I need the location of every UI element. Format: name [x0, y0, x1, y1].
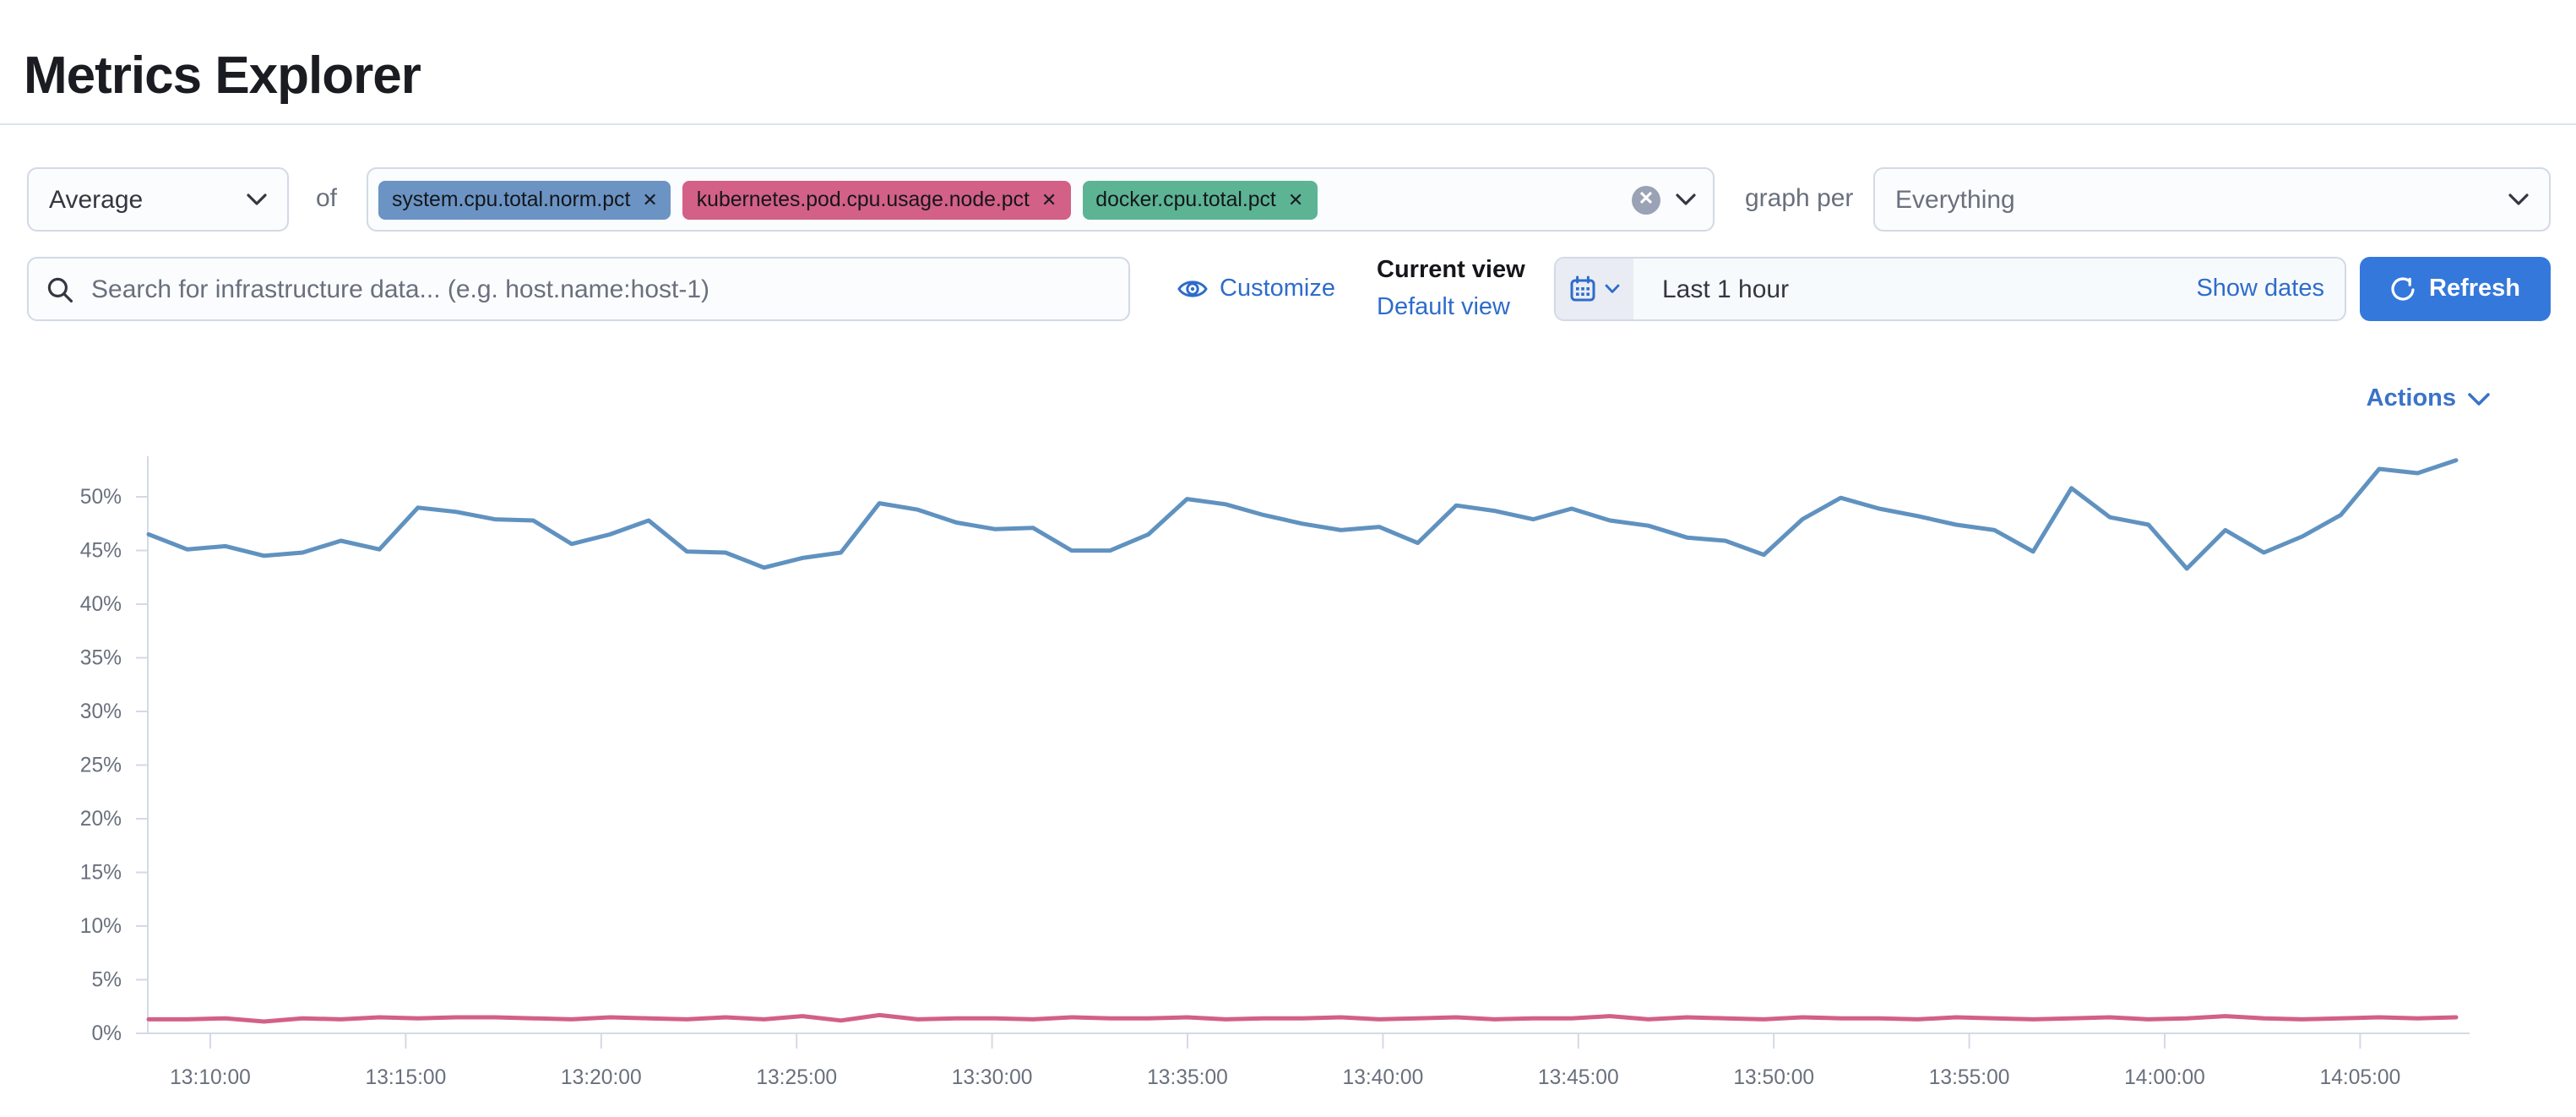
search-icon [47, 276, 73, 302]
view-picker: Current view Default view [1377, 252, 1537, 326]
refresh-label: Refresh [2429, 275, 2520, 302]
search-bar[interactable] [27, 257, 1130, 321]
clear-metrics-icon[interactable]: ✕ [1632, 185, 1660, 214]
chevron-down-icon[interactable] [1676, 193, 1696, 206]
x-axis-tick-label: 13:20:00 [561, 1066, 642, 1089]
x-axis-tick-label: 13:25:00 [756, 1066, 837, 1089]
metrics-combobox[interactable]: system.cpu.total.norm.pct ✕ kubernetes.pod… [367, 167, 1715, 232]
aggregation-value: Average [49, 185, 144, 214]
chevron-down-icon [1605, 284, 1620, 293]
actions-menu-button[interactable]: Actions [2367, 385, 2490, 412]
graph-per-value: Everything [1895, 185, 2015, 214]
y-axis-tick-label: 0% [91, 1022, 122, 1045]
graph-per-label: graph per [1745, 184, 1854, 213]
remove-metric-icon[interactable]: ✕ [642, 190, 658, 210]
aggregation-select[interactable]: Average [27, 167, 289, 232]
y-axis-tick-label: 20% [80, 808, 122, 831]
actions-label: Actions [2366, 385, 2456, 412]
chart-series-pink-line [146, 1012, 2459, 1024]
chart-series-blue-line [146, 458, 2459, 571]
x-axis-tick-label: 13:15:00 [366, 1066, 447, 1089]
page-title: Metrics Explorer [24, 45, 421, 105]
customize-button[interactable]: Customize [1177, 257, 1335, 321]
chevron-down-icon [2508, 193, 2529, 205]
refresh-icon [2391, 276, 2415, 300]
metric-pill[interactable]: system.cpu.total.norm.pct ✕ [378, 180, 671, 219]
current-view-label: Current view [1377, 257, 1525, 284]
metric-pill-label: system.cpu.total.norm.pct [392, 188, 631, 211]
x-axis-tick-label: 13:10:00 [170, 1066, 251, 1089]
date-range-value[interactable]: Last 1 hour [1662, 275, 1790, 303]
date-quick-select-button[interactable] [1556, 259, 1633, 319]
metric-pill-label: kubernetes.pod.cpu.usage.node.pct [696, 188, 1030, 211]
x-axis-tick-label: 14:00:00 [2124, 1066, 2205, 1089]
customize-label: Customize [1220, 275, 1335, 302]
eye-icon [1177, 281, 1208, 297]
y-axis-tick-label: 40% [80, 593, 122, 616]
y-axis-tick-label: 5% [91, 969, 122, 992]
calendar-icon [1570, 275, 1595, 302]
x-axis-tick-label: 13:30:00 [952, 1066, 1033, 1089]
x-axis-tick-label: 13:55:00 [1929, 1066, 2010, 1089]
x-axis-tick-label: 13:40:00 [1343, 1066, 1424, 1089]
chevron-down-icon [247, 193, 267, 205]
default-view-link[interactable]: Default view [1377, 294, 1510, 321]
y-axis-tick-label: 45% [80, 540, 122, 563]
remove-metric-icon[interactable]: ✕ [1287, 190, 1304, 210]
y-axis-tick-label: 30% [80, 700, 122, 723]
refresh-button[interactable]: Refresh [2360, 257, 2551, 321]
x-axis-tick-label: 13:35:00 [1147, 1066, 1228, 1089]
remove-metric-icon[interactable]: ✕ [1041, 190, 1057, 210]
search-input[interactable] [88, 273, 1111, 305]
super-date-picker[interactable]: Last 1 hour Show dates [1554, 257, 2346, 321]
y-axis-tick-label: 10% [80, 915, 122, 938]
y-axis-tick-label: 35% [80, 647, 122, 670]
metric-pill[interactable]: kubernetes.pod.cpu.usage.node.pct ✕ [682, 180, 1071, 219]
x-axis-tick-label: 13:50:00 [1733, 1066, 1814, 1089]
metric-pill[interactable]: docker.cpu.total.pct ✕ [1082, 180, 1318, 219]
metric-pill-row: system.cpu.total.norm.pct ✕ kubernetes.pod… [378, 180, 1329, 219]
show-dates-link[interactable]: Show dates [2196, 275, 2324, 302]
y-axis-tick-label: 25% [80, 755, 122, 777]
metric-pill-label: docker.cpu.total.pct [1095, 188, 1276, 211]
x-axis-tick-label: 14:05:00 [2320, 1066, 2401, 1089]
metrics-chart[interactable]: 0% 5% 10% 15% 20% 25% 30% 35% 40% 45% 50% 13:10:00 1… [0, 433, 2576, 1109]
y-axis-tick-label: 50% [80, 486, 122, 509]
header-divider [0, 123, 2576, 125]
y-axis-tick-label: 15% [80, 862, 122, 885]
chevron-down-icon [2468, 392, 2490, 405]
line-chart-canvas[interactable]: 0% 5% 10% 15% 20% 25% 30% 35% 40% 45% 50% 13:10:00 1… [0, 433, 2576, 1109]
of-label: of [316, 184, 338, 213]
graph-per-select[interactable]: Everything [1873, 167, 2551, 232]
x-axis-tick-label: 13:45:00 [1538, 1066, 1619, 1089]
